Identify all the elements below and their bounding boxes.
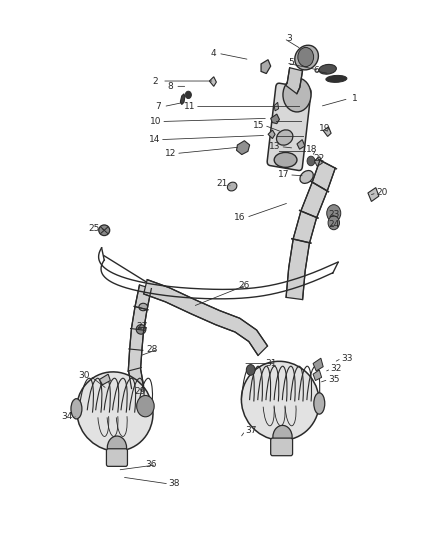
- Ellipse shape: [274, 152, 297, 167]
- Polygon shape: [271, 114, 279, 124]
- Text: 10: 10: [150, 117, 161, 126]
- Polygon shape: [368, 188, 379, 201]
- Text: 26: 26: [239, 281, 250, 289]
- Text: 6: 6: [313, 66, 319, 75]
- Polygon shape: [99, 374, 110, 385]
- Text: 14: 14: [148, 135, 160, 144]
- FancyBboxPatch shape: [106, 449, 127, 466]
- Text: 34: 34: [61, 413, 72, 421]
- Text: 33: 33: [341, 354, 353, 362]
- Circle shape: [298, 47, 314, 67]
- Text: 37: 37: [245, 426, 256, 435]
- Polygon shape: [237, 141, 250, 155]
- Text: 2: 2: [153, 77, 158, 85]
- Ellipse shape: [319, 64, 336, 74]
- Ellipse shape: [136, 325, 146, 334]
- Circle shape: [283, 78, 311, 112]
- Ellipse shape: [300, 171, 313, 183]
- Ellipse shape: [99, 225, 110, 236]
- Circle shape: [328, 216, 339, 230]
- Text: 18: 18: [306, 145, 318, 154]
- Text: 28: 28: [147, 345, 158, 353]
- Ellipse shape: [295, 45, 318, 70]
- Polygon shape: [314, 157, 322, 166]
- Text: 3: 3: [286, 34, 292, 43]
- Circle shape: [246, 365, 255, 375]
- Text: 27: 27: [137, 322, 148, 330]
- Text: 32: 32: [331, 365, 342, 373]
- Ellipse shape: [326, 75, 347, 83]
- Circle shape: [185, 91, 191, 99]
- Text: 11: 11: [184, 102, 195, 111]
- Text: 29: 29: [134, 387, 146, 396]
- Polygon shape: [274, 102, 279, 111]
- Text: 36: 36: [145, 461, 157, 469]
- Text: 13: 13: [269, 142, 281, 151]
- Ellipse shape: [276, 130, 293, 145]
- Polygon shape: [268, 130, 275, 139]
- Text: 22: 22: [313, 155, 325, 163]
- Text: 25: 25: [88, 224, 100, 232]
- Polygon shape: [180, 94, 185, 104]
- Ellipse shape: [314, 393, 325, 414]
- FancyBboxPatch shape: [271, 438, 293, 456]
- Ellipse shape: [77, 372, 153, 451]
- Ellipse shape: [227, 182, 237, 191]
- Text: 8: 8: [167, 82, 173, 91]
- Polygon shape: [286, 160, 335, 300]
- Text: 19: 19: [319, 125, 331, 133]
- Text: 15: 15: [253, 121, 264, 130]
- Polygon shape: [286, 68, 303, 94]
- Circle shape: [327, 205, 341, 222]
- Text: 35: 35: [328, 375, 339, 384]
- Text: 1: 1: [352, 94, 358, 103]
- Text: 21: 21: [217, 180, 228, 188]
- FancyBboxPatch shape: [267, 83, 311, 171]
- Polygon shape: [261, 60, 271, 74]
- Circle shape: [107, 436, 127, 459]
- Polygon shape: [323, 127, 331, 136]
- Polygon shape: [144, 280, 268, 356]
- Polygon shape: [209, 77, 216, 86]
- Polygon shape: [313, 358, 323, 371]
- Text: 12: 12: [165, 149, 177, 158]
- Text: 38: 38: [169, 480, 180, 488]
- Text: 31: 31: [265, 359, 276, 368]
- Text: 4: 4: [211, 49, 216, 58]
- Text: 7: 7: [155, 102, 161, 111]
- Ellipse shape: [241, 361, 319, 440]
- Text: 24: 24: [328, 221, 339, 229]
- Text: 16: 16: [234, 213, 246, 222]
- Polygon shape: [128, 285, 152, 389]
- Circle shape: [307, 156, 315, 166]
- Polygon shape: [297, 140, 305, 149]
- Text: 17: 17: [278, 171, 290, 179]
- Text: 30: 30: [78, 372, 90, 380]
- Text: 5: 5: [288, 59, 294, 67]
- Ellipse shape: [71, 399, 82, 419]
- Polygon shape: [313, 370, 321, 381]
- Ellipse shape: [139, 303, 148, 311]
- Circle shape: [137, 395, 154, 417]
- Text: 20: 20: [376, 189, 388, 197]
- Circle shape: [273, 425, 292, 449]
- Text: 23: 23: [328, 210, 339, 219]
